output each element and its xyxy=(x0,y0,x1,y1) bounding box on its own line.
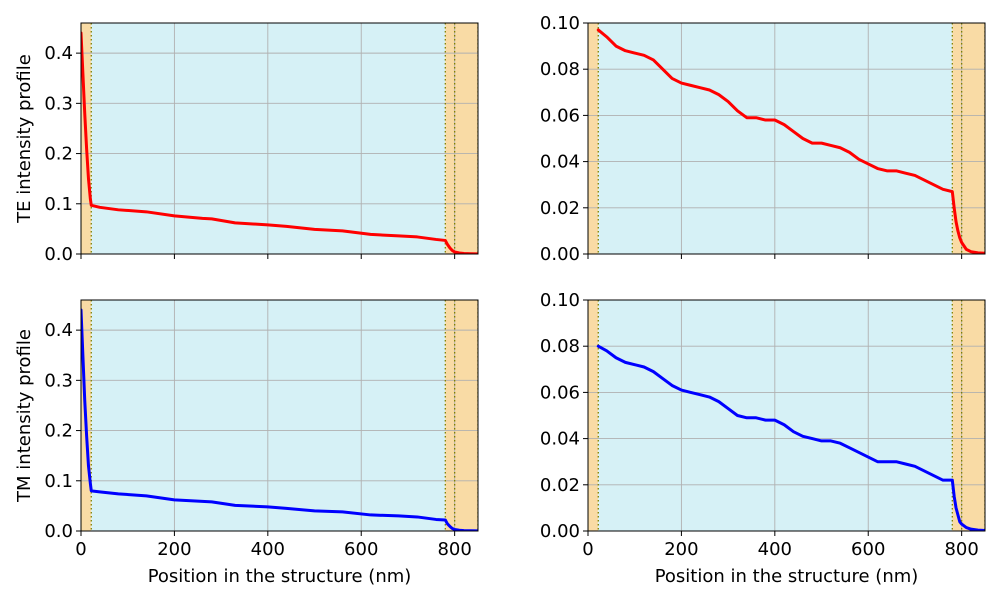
x-axis-label: Position in the structure (nm) xyxy=(148,566,412,587)
cladding-region xyxy=(952,23,985,254)
x-tick-label: 800 xyxy=(437,539,471,560)
x-tick-label: 0 xyxy=(582,539,593,560)
panel-bottom-right: 0 200 400 600 800 0.00 0.02 0.04 0.06 0.08 0.10 Pos… xyxy=(540,290,986,587)
y-tick-label: 0.08 xyxy=(540,336,580,357)
y-tick-label: 0.00 xyxy=(540,521,580,542)
y-tick-label: 0.4 xyxy=(44,43,73,64)
core-region xyxy=(91,23,446,254)
axes-frame xyxy=(80,299,479,532)
y-tick-label: 0.1 xyxy=(44,194,73,215)
y-tick-label: 0.2 xyxy=(44,144,73,165)
x-tick-label: 600 xyxy=(344,539,378,560)
x-tick-label: 400 xyxy=(758,539,792,560)
y-tick-label: 0.10 xyxy=(540,290,580,311)
axes-frame xyxy=(587,22,986,255)
axes-frame xyxy=(587,299,986,532)
y-tick-label: 0.0 xyxy=(44,521,73,542)
panel-top-right: 0.00 0.02 0.04 0.06 0.08 0.10 xyxy=(540,13,986,265)
x-axis-label: Position in the structure (nm) xyxy=(655,566,919,587)
y-tick-label: 0.1 xyxy=(44,471,73,492)
panel-bottom-left: 0 200 400 600 800 0.0 0.1 0.2 0.3 0.4 TM intensity… xyxy=(14,299,479,587)
cladding-region xyxy=(445,300,478,531)
intensity-curve xyxy=(81,308,478,531)
panel-top-left: 0.0 0.1 0.2 0.3 0.4 TE intensity profile xyxy=(14,22,479,265)
y-tick-label: 0.04 xyxy=(540,429,580,450)
plot-area xyxy=(588,23,985,254)
y-tick-label: 0.06 xyxy=(540,382,580,403)
y-tick-label: 0.10 xyxy=(540,13,580,34)
plot-area xyxy=(81,23,478,254)
x-tick-label: 600 xyxy=(851,539,885,560)
x-tick-label: 0 xyxy=(75,539,86,560)
y-tick-label: 0.08 xyxy=(540,59,580,80)
intensity-curve xyxy=(596,344,985,531)
y-axis-label: TE intensity profile xyxy=(14,54,35,224)
plot-area xyxy=(81,300,478,531)
core-region xyxy=(91,300,446,531)
cladding-region xyxy=(588,300,599,531)
y-axis-label: TM intensity profile xyxy=(14,329,35,503)
plot-area xyxy=(588,300,985,531)
cladding-region xyxy=(588,23,599,254)
y-tick-label: 0.06 xyxy=(540,105,580,126)
core-region xyxy=(598,300,953,531)
y-tick-label: 0.00 xyxy=(540,244,580,265)
core-region xyxy=(598,23,953,254)
intensity-curve xyxy=(596,28,985,254)
y-tick-label: 0.4 xyxy=(44,320,73,341)
axes-frame xyxy=(80,22,479,255)
cladding-region xyxy=(445,23,478,254)
y-tick-label: 0.02 xyxy=(540,475,580,496)
x-tick-label: 200 xyxy=(157,539,191,560)
y-tick-label: 0.0 xyxy=(44,244,73,265)
y-tick-label: 0.2 xyxy=(44,421,73,442)
x-tick-label: 200 xyxy=(664,539,698,560)
y-tick-label: 0.3 xyxy=(44,370,73,391)
x-tick-label: 800 xyxy=(944,539,978,560)
cladding-region xyxy=(952,300,985,531)
y-tick-label: 0.02 xyxy=(540,198,580,219)
intensity-curve xyxy=(81,31,478,254)
y-tick-label: 0.3 xyxy=(44,93,73,114)
y-tick-label: 0.04 xyxy=(540,152,580,173)
x-tick-label: 400 xyxy=(251,539,285,560)
